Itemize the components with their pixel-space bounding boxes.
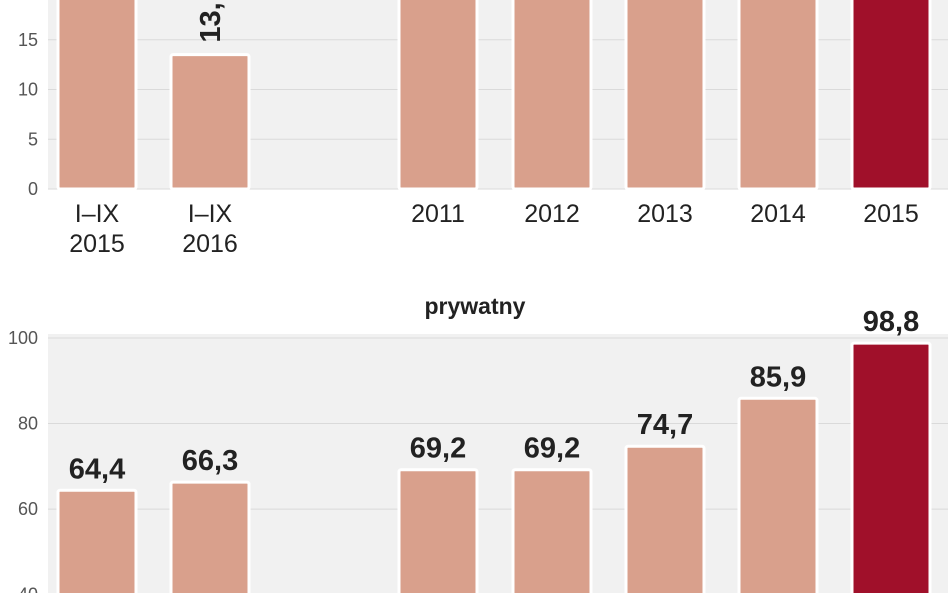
bottom-y-tick-label: 100	[8, 328, 38, 348]
top-category-label: 2013	[637, 200, 693, 228]
top-category-label: 2016	[182, 230, 238, 258]
top-bar	[624, 0, 706, 191]
top-y-tick-label: 15	[18, 30, 38, 50]
bottom-value-label: 85,9	[750, 361, 806, 393]
top-category-label: 2012	[524, 200, 580, 228]
top-category-label: 2015	[863, 200, 919, 228]
bottom-bar	[169, 480, 251, 593]
top-category-label: I–IX	[188, 200, 233, 228]
bottom-value-label: 66,3	[182, 445, 238, 477]
bottom-value-label: 98,8	[863, 306, 919, 338]
top-category-label: 2015	[69, 230, 125, 258]
top-category-label: 2011	[411, 200, 465, 228]
bottom-value-label: 74,7	[637, 409, 693, 441]
top-value-label: 13,	[195, 2, 227, 42]
top-bar	[737, 0, 819, 191]
top-y-tick-label: 5	[28, 129, 38, 149]
bottom-value-label: 64,4	[69, 453, 125, 485]
top-y-tick-label: 10	[18, 80, 38, 100]
bottom-bar	[737, 396, 819, 593]
bottom-bar	[850, 341, 932, 593]
top-category-label: 2014	[750, 200, 806, 228]
bottom-title: prywatny	[425, 293, 526, 319]
bottom-value-label: 69,2	[410, 433, 466, 465]
top-bar	[56, 0, 138, 191]
bottom-bar	[397, 468, 479, 593]
top-bar	[169, 53, 251, 191]
bottom-y-tick-label: 80	[18, 414, 38, 434]
bottom-value-label: 69,2	[524, 433, 580, 465]
top-bar	[397, 0, 479, 191]
bottom-y-tick-label: 40	[18, 585, 38, 593]
bottom-y-tick-label: 60	[18, 499, 38, 519]
bottom-bar	[624, 444, 706, 593]
bottom-bar	[56, 488, 138, 593]
top-bar	[511, 0, 593, 191]
bottom-bar	[511, 468, 593, 593]
chart-bottom-prywatny: 40 60 80 100 prywatny 64,4 66,3 69,2 69,2 74,7 85,…	[8, 293, 948, 593]
top-y-tick-label: 0	[28, 179, 38, 199]
top-bar	[850, 0, 932, 191]
top-category-label: I–IX	[75, 200, 120, 228]
